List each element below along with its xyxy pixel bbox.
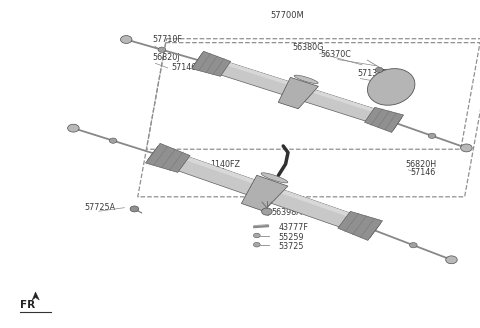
Polygon shape <box>192 51 231 76</box>
Text: FR: FR <box>20 300 36 310</box>
Text: 43777F: 43777F <box>278 223 308 233</box>
Text: 56820J: 56820J <box>153 53 180 62</box>
Polygon shape <box>241 175 288 211</box>
Circle shape <box>109 138 117 143</box>
Circle shape <box>446 256 457 264</box>
Text: 55259: 55259 <box>278 233 304 242</box>
Polygon shape <box>364 107 404 133</box>
Text: 57710F: 57710F <box>153 35 182 44</box>
Text: 53725: 53725 <box>278 242 304 252</box>
Ellipse shape <box>261 173 288 183</box>
Ellipse shape <box>294 75 318 84</box>
Circle shape <box>253 242 260 247</box>
Circle shape <box>68 124 79 132</box>
Polygon shape <box>193 54 402 130</box>
Ellipse shape <box>368 69 415 105</box>
Circle shape <box>130 206 139 212</box>
Polygon shape <box>200 54 402 121</box>
Circle shape <box>120 35 132 43</box>
Polygon shape <box>338 211 383 240</box>
Text: 56380G: 56380G <box>293 44 324 52</box>
Text: 57260: 57260 <box>201 168 226 177</box>
Polygon shape <box>32 292 39 300</box>
Text: 57138B: 57138B <box>358 69 388 78</box>
Circle shape <box>158 47 166 52</box>
Circle shape <box>428 133 436 138</box>
Polygon shape <box>147 146 381 237</box>
Text: 57146: 57146 <box>172 63 197 72</box>
Text: 57725A: 57725A <box>84 203 115 212</box>
Polygon shape <box>278 77 318 109</box>
Text: 57146: 57146 <box>410 168 436 177</box>
Circle shape <box>461 144 472 152</box>
Text: 56398A: 56398A <box>271 208 302 217</box>
Circle shape <box>409 243 417 248</box>
Circle shape <box>262 208 272 215</box>
Circle shape <box>375 67 383 72</box>
Text: 56370C: 56370C <box>321 50 351 59</box>
Circle shape <box>253 233 260 238</box>
Text: 1140FZ: 1140FZ <box>210 160 240 169</box>
Polygon shape <box>145 143 190 173</box>
Text: 56820H: 56820H <box>406 160 437 169</box>
Polygon shape <box>156 146 381 227</box>
Text: 57700M: 57700M <box>270 11 304 20</box>
